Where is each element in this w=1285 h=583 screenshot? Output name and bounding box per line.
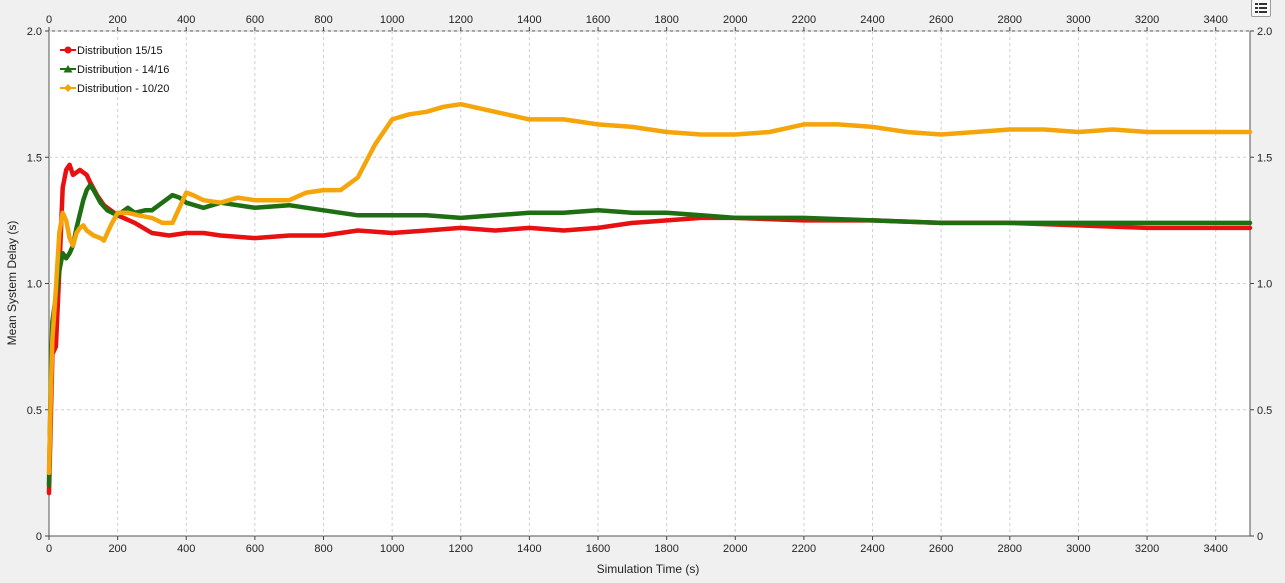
y-right-tick-label: 1.0	[1257, 279, 1272, 291]
x-top-tick-label: 0	[46, 14, 52, 26]
x-tick-label: 2600	[929, 543, 953, 555]
x-tick-label: 1400	[517, 543, 541, 555]
x-top-tick-label: 400	[177, 14, 195, 26]
series-line-3	[46, 101, 1253, 476]
x-tick-label: 200	[108, 543, 126, 555]
x-tick-label: 1200	[449, 543, 473, 555]
x-tick-label: 2400	[860, 543, 884, 555]
x-top-tick-label: 3200	[1135, 14, 1159, 26]
x-tick-label: 3000	[1066, 543, 1090, 555]
legend-label: Distribution 15/15	[77, 45, 163, 57]
x-tick-label: 800	[314, 543, 332, 555]
chart-options-button[interactable]	[1251, 0, 1271, 17]
x-tick-label: 600	[246, 543, 264, 555]
x-top-tick-label: 600	[246, 14, 264, 26]
x-tick-label: 400	[177, 543, 195, 555]
y-tick-label: 1.0	[27, 279, 42, 291]
x-top-tick-label: 1800	[654, 14, 678, 26]
x-tick-label: 2200	[792, 543, 816, 555]
y-axis-title: Mean System Delay (s)	[5, 221, 19, 346]
x-top-tick-label: 3000	[1066, 14, 1090, 26]
list-options-icon	[1255, 3, 1267, 13]
x-top-tick-label: 1200	[449, 14, 473, 26]
x-top-tick-label: 800	[314, 14, 332, 26]
y-tick-label: 2.0	[27, 26, 42, 38]
x-tick-label: 2000	[723, 543, 747, 555]
legend-item: Distribution 15/15	[60, 45, 163, 57]
x-top-tick-label: 2400	[860, 14, 884, 26]
x-tick-label: 1600	[586, 543, 610, 555]
x-tick-label: 3400	[1203, 543, 1227, 555]
y-right-tick-label: 1.5	[1257, 152, 1272, 164]
x-tick-label: 3200	[1135, 543, 1159, 555]
x-top-tick-label: 1400	[517, 14, 541, 26]
legend-marker-circle	[64, 46, 72, 54]
legend-marker-diamond	[64, 84, 72, 92]
x-tick-label: 2800	[998, 543, 1022, 555]
y-right-tick-label: 0.5	[1257, 405, 1272, 417]
x-top-tick-label: 2800	[998, 14, 1022, 26]
y-tick-label: 0	[36, 531, 42, 543]
x-top-tick-label: 2200	[792, 14, 816, 26]
x-tick-label: 0	[46, 543, 52, 555]
x-tick-label: 1000	[380, 543, 404, 555]
x-top-tick-label: 1600	[586, 14, 610, 26]
x-top-tick-label: 200	[108, 14, 126, 26]
x-top-tick-label: 3400	[1203, 14, 1227, 26]
gridlines	[49, 30, 1250, 536]
legend-item: Distribution - 14/16	[60, 64, 169, 76]
y-right-tick-label: 2.0	[1257, 26, 1272, 38]
legend-label: Distribution - 10/20	[77, 83, 169, 95]
y-tick-label: 0.5	[27, 405, 42, 417]
x-axis-title: Simulation Time (s)	[597, 562, 700, 576]
x-top-tick-label: 2600	[929, 14, 953, 26]
series-lines	[46, 101, 1253, 496]
legend-item: Distribution - 10/20	[60, 83, 169, 95]
y-tick-label: 1.5	[27, 152, 42, 164]
legend-marker-triangle	[63, 65, 73, 73]
axes: 0020020040040060060080080010001000120012…	[27, 14, 1273, 555]
legend-label: Distribution - 14/16	[77, 64, 169, 76]
x-tick-label: 1800	[654, 543, 678, 555]
x-top-tick-label: 1000	[380, 14, 404, 26]
y-right-tick-label: 0	[1257, 531, 1263, 543]
x-top-tick-label: 2000	[723, 14, 747, 26]
legend: Distribution 15/15 Distribution - 14/16 Di…	[60, 45, 169, 95]
